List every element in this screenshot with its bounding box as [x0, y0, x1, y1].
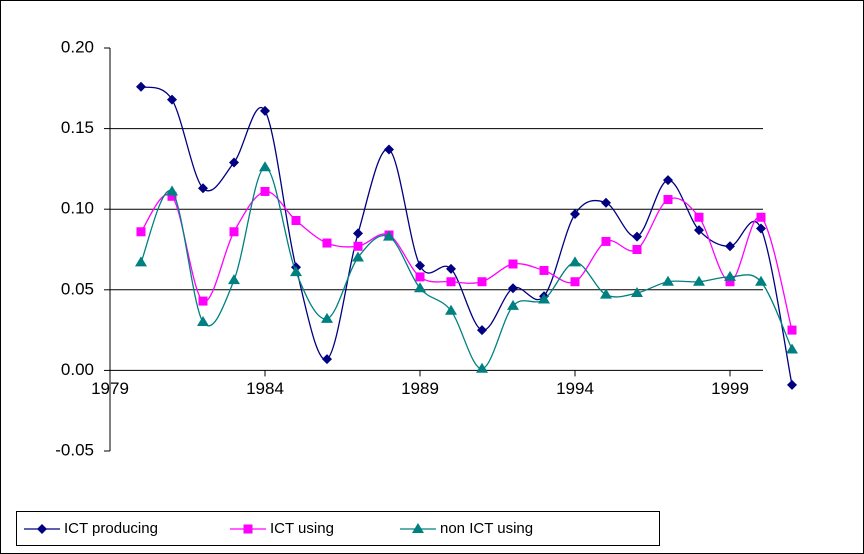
marker — [415, 260, 425, 271]
legend-box — [16, 511, 660, 546]
marker — [352, 251, 364, 262]
marker — [694, 225, 704, 236]
marker — [383, 230, 395, 241]
marker — [260, 186, 270, 196]
marker — [477, 277, 487, 287]
marker — [570, 209, 580, 220]
marker — [663, 195, 673, 205]
marker — [476, 362, 488, 373]
marker — [322, 238, 332, 248]
marker — [508, 259, 518, 269]
y-tick-label: 0.15 — [61, 118, 94, 137]
marker — [725, 277, 735, 287]
marker — [446, 263, 456, 274]
marker — [198, 296, 208, 306]
marker — [384, 144, 394, 155]
marker — [260, 105, 270, 116]
marker — [197, 316, 209, 327]
legend-label: ICT producing — [64, 520, 158, 537]
marker — [136, 227, 146, 237]
marker — [756, 212, 766, 222]
marker — [755, 275, 767, 286]
marker — [631, 287, 643, 298]
marker — [601, 236, 611, 246]
marker — [538, 293, 550, 304]
marker — [756, 223, 766, 234]
marker — [477, 325, 487, 336]
marker — [136, 81, 146, 92]
y-tick-label: 0.00 — [61, 360, 94, 379]
legend: ICT producing ICT using non ICT using — [16, 511, 660, 546]
marker — [167, 94, 177, 105]
marker — [600, 288, 612, 299]
marker — [243, 524, 253, 534]
marker — [228, 274, 240, 285]
marker — [259, 161, 271, 172]
marker — [291, 215, 301, 225]
marker — [632, 245, 642, 254]
marker — [632, 231, 642, 242]
x-tick-label: 1994 — [556, 379, 594, 398]
marker — [508, 283, 518, 294]
y-tick-label: 0.20 — [61, 37, 94, 56]
marker — [787, 379, 797, 390]
marker — [414, 282, 426, 293]
marker — [353, 241, 363, 251]
marker — [663, 175, 673, 186]
y-tick-label: 0.05 — [61, 279, 94, 298]
marker — [694, 212, 704, 222]
marker — [539, 265, 549, 275]
marker — [321, 312, 333, 323]
marker — [786, 343, 798, 354]
marker — [322, 354, 332, 365]
marker — [412, 523, 424, 533]
marker — [446, 277, 456, 287]
marker — [353, 228, 363, 239]
marker — [725, 241, 735, 252]
x-tick-label: 1984 — [246, 379, 284, 398]
marker — [135, 256, 147, 267]
x-tick-label: 1979 — [91, 379, 129, 398]
marker — [570, 277, 580, 287]
marker — [37, 524, 47, 534]
marker — [507, 299, 519, 310]
marker — [724, 270, 736, 281]
legend-label: non ICT using — [440, 520, 533, 537]
marker — [569, 256, 581, 267]
marker — [662, 275, 674, 286]
marker — [166, 185, 178, 196]
legend-label: ICT using — [270, 520, 334, 537]
x-tick-label: 1989 — [401, 379, 439, 398]
marker — [693, 275, 705, 286]
marker — [415, 272, 425, 282]
marker — [198, 183, 208, 194]
x-tick-label: 1999 — [711, 379, 749, 398]
marker — [167, 191, 177, 201]
marker — [445, 304, 457, 315]
y-tick-label: 0.10 — [61, 199, 94, 218]
y-tick-label: -0.05 — [55, 440, 94, 459]
marker — [787, 325, 797, 335]
marker — [229, 157, 239, 168]
marker — [229, 227, 239, 237]
marker — [601, 197, 611, 208]
marker — [290, 266, 302, 277]
